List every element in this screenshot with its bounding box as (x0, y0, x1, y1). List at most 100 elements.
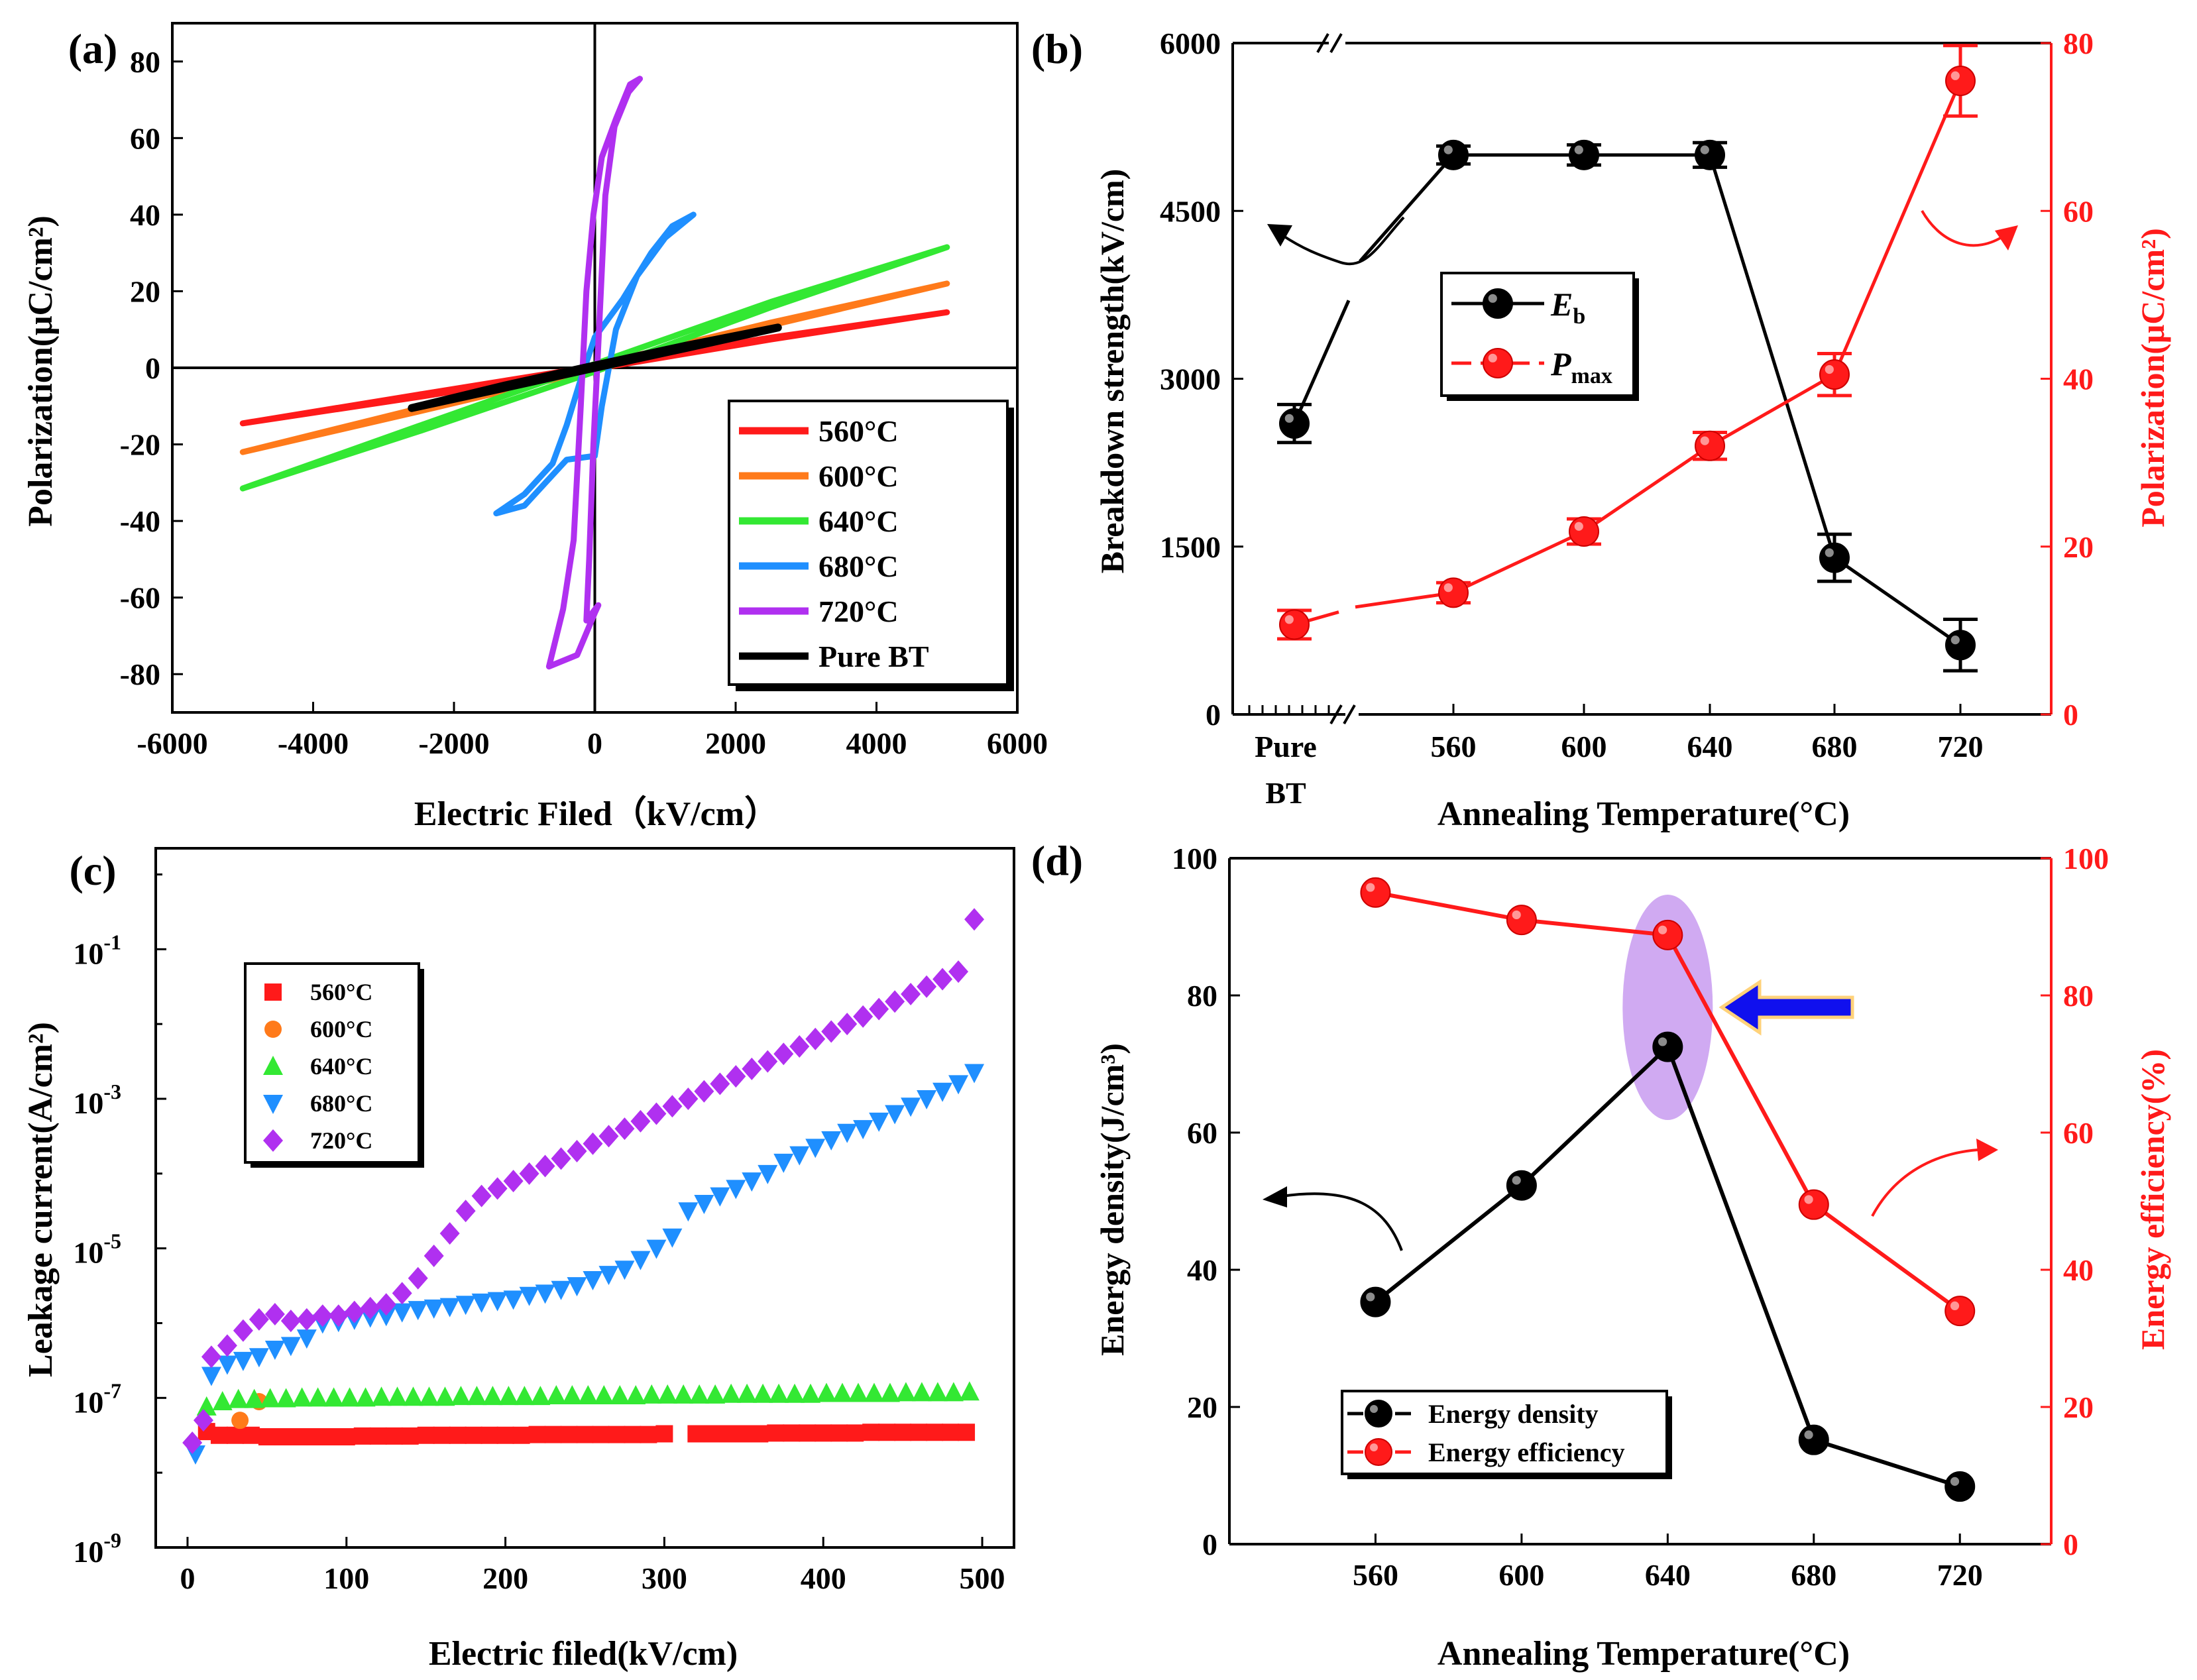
axis-break-mark (1329, 704, 1343, 724)
legend-label: 560°C (818, 414, 899, 448)
data-point-shine (1804, 1195, 1813, 1204)
y-tick-exponent: -7 (103, 1378, 121, 1402)
x-tick-label: -4000 (278, 726, 349, 760)
y-axis-title: Polarization(μC/cm²) (22, 215, 60, 527)
marker-triangle-up (610, 1384, 630, 1404)
marker-triangle-down (932, 1082, 953, 1102)
axis-hint-arrow-right (1921, 209, 2006, 247)
marker-diamond (901, 983, 921, 1006)
marker-diamond (280, 1310, 301, 1333)
marker-triangle-up (689, 1384, 710, 1404)
y-tick-label: 10-1 (73, 930, 121, 970)
marker-triangle-up (260, 1388, 280, 1408)
marker-triangle-up (626, 1384, 646, 1404)
marker-triangle-up (323, 1387, 344, 1407)
y-left-tick-label: 3000 (1160, 363, 1221, 396)
y-tick-label: -60 (120, 581, 160, 615)
y-tick-base: 10 (73, 1535, 103, 1569)
y-tick-base: 10 (73, 1385, 103, 1419)
marker-triangle-up (435, 1386, 455, 1406)
marker-diamond (583, 1132, 603, 1155)
data-point-shine (1658, 1037, 1667, 1046)
marker-diamond (821, 1020, 842, 1043)
data-point (1695, 139, 1725, 170)
pmax-line (1355, 80, 1962, 609)
marker-square (624, 1426, 642, 1443)
data-point (1569, 139, 1599, 170)
marker-triangle-up (228, 1388, 249, 1408)
marker-circle (231, 1412, 249, 1429)
data-point (1506, 1170, 1537, 1201)
marker-square (290, 1428, 308, 1446)
marker-triangle-up (943, 1382, 964, 1402)
data-point-shine (1512, 1176, 1521, 1185)
legend-label: 640°C (310, 1053, 372, 1080)
marker-diamond (646, 1102, 667, 1125)
marker-square (369, 1427, 387, 1445)
legend-marker (1365, 1400, 1392, 1428)
data-point (1279, 609, 1310, 640)
y-left-tick-label: 80 (1187, 979, 1217, 1013)
marker-triangle-up (801, 1383, 821, 1403)
marker-triangle-down (630, 1251, 651, 1270)
x-tick-label: 720 (1938, 730, 1984, 763)
data-point (1652, 919, 1683, 950)
x-tick-label: 720 (1937, 1558, 1983, 1592)
marker-triangle-up (642, 1384, 662, 1404)
marker-triangle-up (482, 1386, 503, 1406)
y-axis-title: Leakage current(A/cm²) (22, 1022, 60, 1377)
axis-break-mark (1343, 704, 1356, 724)
series-line-5 (408, 323, 782, 412)
y-left-tick-label: 1500 (1160, 530, 1221, 564)
y-right-tick-label: 60 (2063, 194, 2094, 228)
legend-marker-pmax (1483, 348, 1513, 378)
marker-diamond (296, 1308, 317, 1331)
marker-diamond (710, 1072, 730, 1095)
data-point-shine (1804, 1430, 1813, 1439)
marker-triangle-down (408, 1301, 428, 1321)
marker-triangle-up (594, 1384, 614, 1404)
y-right-tick-label: 80 (2063, 979, 2094, 1013)
data-point (1944, 1471, 1976, 1502)
series-line-2 (239, 244, 950, 492)
panel-label-b: (b) (1031, 25, 1083, 72)
marker-square (655, 1425, 673, 1443)
marker-diamond (885, 990, 905, 1013)
x-tick-label: 500 (960, 1561, 1005, 1595)
data-point-shine (1574, 522, 1583, 531)
marker-diamond (630, 1109, 651, 1133)
x-tick-label: 100 (323, 1561, 369, 1595)
marker-triangle-up (244, 1388, 264, 1408)
marker-diamond (193, 1409, 213, 1432)
marker-triangle-down (821, 1131, 842, 1151)
marker-diamond (344, 1300, 365, 1323)
marker-triangle-down (376, 1307, 396, 1327)
marker-triangle-up (721, 1383, 742, 1403)
data-point-shine (1825, 364, 1834, 374)
marker-triangle-up (292, 1387, 312, 1407)
panel-label-c: (c) (69, 847, 116, 894)
x-tick-label: 600 (1561, 730, 1607, 763)
x-tick-label: 600 (1498, 1558, 1544, 1592)
x-axis-title: Annealing Temperature(°C) (1437, 795, 1850, 833)
legend-label: 680°C (310, 1090, 372, 1117)
legend-label: Energy efficiency (1428, 1437, 1625, 1467)
marker-triangle-down (423, 1299, 444, 1319)
y-right-axis-title: Polarization(μC/cm²) (2134, 228, 2171, 528)
marker-diamond (423, 1244, 444, 1267)
data-point (1279, 408, 1310, 439)
axis-hint-arrow-left-head (1267, 224, 1292, 247)
legend-marker (1365, 1438, 1392, 1466)
data-point (1438, 139, 1469, 170)
marker-diamond (312, 1304, 333, 1327)
marker-triangle-down (598, 1266, 619, 1286)
y-tick-exponent: -5 (103, 1229, 121, 1253)
data-point-shine (1284, 414, 1294, 423)
x-axis-title: Electric Filed（kV/cm） (414, 795, 779, 833)
marker-triangle-up (419, 1386, 439, 1406)
marker-diamond (328, 1304, 349, 1327)
marker-triangle-up (308, 1387, 328, 1407)
eb-line (1359, 153, 1962, 647)
marker-square (496, 1426, 514, 1444)
